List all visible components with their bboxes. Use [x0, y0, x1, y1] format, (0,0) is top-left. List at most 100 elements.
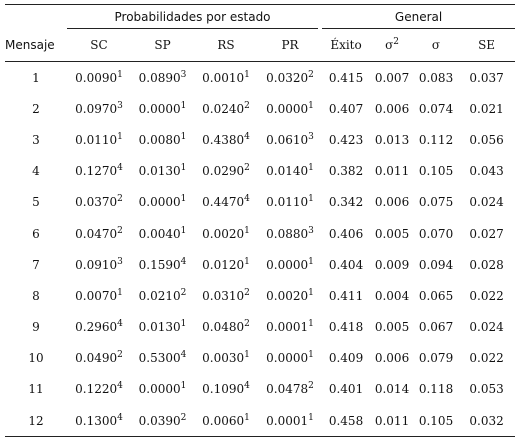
data-row: 12 0.13004 0.03902 0.00601 0.00011 0.458 0.011… [5, 405, 516, 438]
general-value: 0.032 [458, 405, 516, 438]
probability-value: 0.4380 [202, 132, 245, 147]
message-id: 4 [32, 164, 40, 179]
data-row: 7 0.09103 0.15904 0.01201 0.00001 0.404 0.009 0… [5, 249, 515, 280]
probability-cell: 0.00011 [258, 405, 323, 438]
general-value: 0.075 [418, 195, 454, 210]
probability-value: 0.0390 [138, 413, 181, 428]
column-header: σ2 [370, 29, 415, 62]
column-header: RS [194, 29, 258, 62]
data-row: 11 0.12204 0.00001 0.10904 0.04782 0.401 0.014… [5, 374, 515, 405]
probability-value: 0.0210 [138, 288, 181, 303]
rank-superscript: 2 [180, 287, 187, 298]
rank-superscript: 1 [308, 194, 314, 205]
column-label: Mensaje [5, 38, 55, 52]
column-label: SP [154, 38, 171, 52]
probability-value: 0.0000 [138, 195, 181, 210]
general-value: 0.112 [418, 132, 454, 147]
probability-value: 0.0890 [138, 70, 181, 85]
probability-value: 0.1220 [75, 382, 118, 397]
rank-superscript: 1 [180, 225, 187, 236]
probability-cell: 0.00401 [131, 218, 194, 249]
probability-cell: 0.00901 [67, 62, 131, 94]
probability-cell: 0.10904 [194, 374, 258, 405]
probability-cell: 0.09103 [67, 249, 131, 280]
probability-cell: 0.00001 [258, 93, 322, 124]
probability-cell: 0.44704 [194, 187, 258, 218]
rank-superscript: 1 [244, 412, 250, 423]
probability-value: 0.4470 [202, 195, 245, 210]
general-value: 0.105 [414, 405, 459, 438]
general-value: 0.021 [469, 101, 504, 116]
general-value: 0.415 [328, 70, 364, 85]
rank-superscript: 4 [244, 131, 250, 142]
message-id: 7 [32, 257, 40, 272]
rank-superscript: 1 [308, 163, 314, 174]
probability-value: 0.0020 [202, 226, 245, 241]
general-value: 0.458 [322, 405, 371, 438]
probability-cell: 0.03102 [194, 280, 258, 311]
data-row: 2 0.09703 0.00001 0.02402 0.00001 0.407 0.006 0… [5, 93, 515, 124]
rank-superscript: 4 [117, 163, 123, 174]
probability-value: 0.0001 [266, 413, 309, 428]
general-value: 0.118 [418, 382, 454, 397]
probability-value: 0.0000 [138, 101, 181, 116]
general-value: 0.006 [374, 351, 410, 366]
general-value: 0.056 [469, 132, 504, 147]
general-value: 0.028 [469, 257, 504, 272]
rank-superscript: 2 [244, 319, 250, 330]
column-superscript: 2 [393, 37, 399, 47]
probability-cell: 0.02902 [194, 156, 258, 187]
probability-cell: 0.08903 [131, 62, 194, 94]
rank-superscript: 3 [308, 131, 314, 142]
message-id: 2 [32, 101, 40, 116]
probability-cell: 0.00001 [131, 187, 194, 218]
rank-superscript: 1 [117, 287, 123, 298]
probability-value: 0.0110 [266, 195, 309, 210]
rank-superscript: 1 [117, 131, 123, 142]
message-id: 3 [32, 132, 40, 147]
general-value: 0.009 [374, 257, 410, 272]
probability-value: 0.0030 [202, 351, 245, 366]
column-header: SC [67, 29, 131, 62]
rank-superscript: 1 [180, 100, 187, 111]
probability-cell: 0.01201 [194, 249, 258, 280]
probability-value: 0.0320 [266, 70, 309, 85]
probability-cell: 0.01101 [258, 187, 322, 218]
probability-value: 0.0110 [75, 132, 118, 147]
rank-superscript: 4 [117, 381, 123, 392]
rank-superscript: 1 [180, 131, 187, 142]
general-value: 0.011 [370, 405, 415, 438]
general-value: 0.065 [418, 288, 454, 303]
column-label: RS [217, 38, 235, 52]
probability-value: 0.2960 [75, 320, 118, 335]
rank-superscript: 4 [180, 256, 187, 267]
general-value: 0.083 [418, 70, 454, 85]
general-value: 0.418 [328, 320, 364, 335]
probability-value: 0.0490 [75, 351, 118, 366]
probability-cell: 0.04902 [67, 343, 131, 374]
general-value: 0.005 [374, 226, 410, 241]
probability-value: 0.0610 [266, 132, 309, 147]
probability-cell: 0.03702 [67, 187, 131, 218]
rank-superscript: 2 [117, 225, 123, 236]
probability-cell: 0.00001 [258, 343, 322, 374]
group-header: Probabilidades por estado [67, 4, 323, 29]
probability-cell: 0.00001 [131, 93, 194, 124]
rank-superscript: 1 [180, 381, 187, 392]
probability-value: 0.0040 [138, 226, 181, 241]
probability-value: 0.0000 [266, 351, 309, 366]
probability-value: 0.0090 [75, 70, 118, 85]
rank-superscript: 2 [244, 163, 250, 174]
rank-superscript: 2 [117, 350, 123, 361]
data-row: 6 0.04702 0.00401 0.00201 0.08803 0.406 0.005 0… [5, 218, 515, 249]
general-value: 0.011 [374, 164, 410, 179]
general-value: 0.007 [374, 70, 410, 85]
probability-value: 0.0470 [75, 226, 118, 241]
probability-cell: 0.00201 [258, 280, 322, 311]
probability-cell: 0.00101 [194, 62, 258, 94]
rank-superscript: 2 [117, 194, 123, 205]
general-value: 0.409 [328, 351, 364, 366]
probability-cell: 0.01401 [258, 156, 322, 187]
data-row: 3 0.01101 0.00801 0.43804 0.06103 0.423 0.013 0… [5, 124, 515, 155]
